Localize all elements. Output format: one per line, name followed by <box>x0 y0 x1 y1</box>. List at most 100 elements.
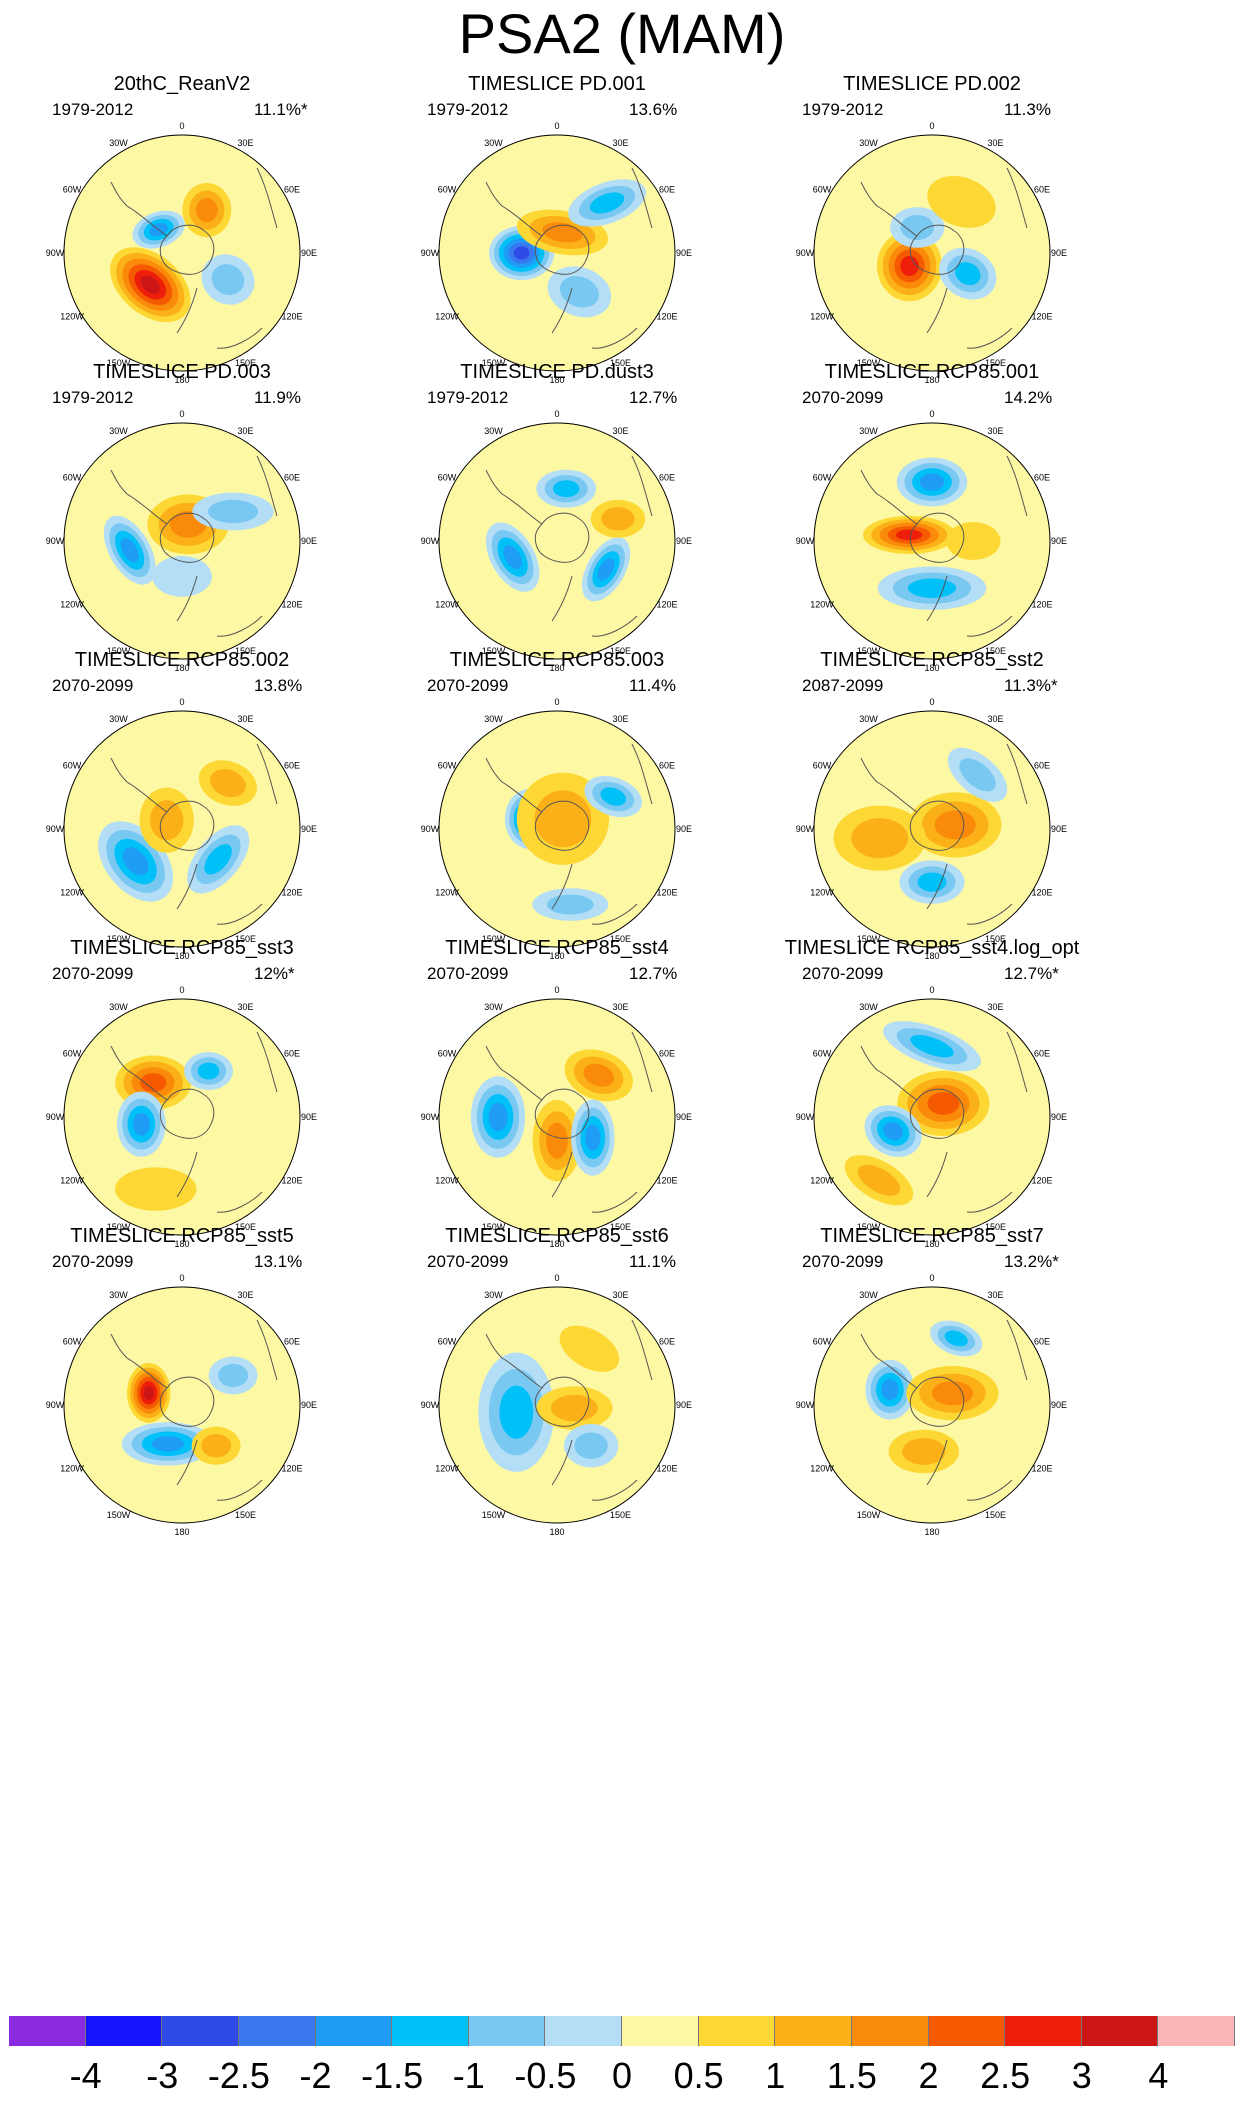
map-panel: TIMESLICE PD.001 1979-2012 13.6% 0 30E 60E 90E… <box>407 72 787 456</box>
polar-map: 0 30E 60E 90E 120E 150E 180 150W 120W 90W 60W 30W <box>46 409 317 673</box>
longitude-label: 60E <box>284 1049 300 1059</box>
map-panel: TIMESLICE PD.dust3 1979-2012 12.7% 0 30E 60E 9… <box>407 360 787 744</box>
coastline <box>110 181 215 275</box>
longitude-label: 180 <box>174 375 189 385</box>
coastline <box>860 1333 965 1427</box>
anomaly-contour <box>907 578 957 598</box>
longitude-label: 60E <box>1034 473 1050 483</box>
anomaly-contour <box>959 758 996 792</box>
anomaly-contour <box>143 1385 154 1401</box>
longitude-label: 180 <box>549 1239 564 1249</box>
longitude-label: 120W <box>435 600 459 610</box>
longitude-label: 0 <box>179 985 184 995</box>
longitude-label: 120W <box>810 1464 834 1474</box>
anomaly-contour <box>210 769 246 798</box>
longitude-label: 60E <box>284 1337 300 1347</box>
anomaly-contour <box>559 276 599 308</box>
map-panel: TIMESLICE RCP85_sst3 2070-2099 12%* 0 30E 60E… <box>32 936 412 1320</box>
panel-variance-percent: 13.6% <box>629 100 678 119</box>
longitude-label: 60E <box>1034 1049 1050 1059</box>
longitude-label: 120E <box>1031 1176 1052 1186</box>
longitude-label: 150E <box>610 646 631 656</box>
map-border <box>63 134 301 372</box>
anomaly-contour <box>132 1112 150 1136</box>
longitude-label: 120E <box>281 888 302 898</box>
longitude-label: 90W <box>421 824 440 834</box>
coastline <box>926 743 1028 925</box>
longitude-label: 120W <box>435 1176 459 1186</box>
map-border <box>813 998 1051 1236</box>
coastline <box>176 1031 278 1213</box>
colorbar-tick-label: 0.5 <box>673 2055 724 2096</box>
longitude-label: 90E <box>676 1400 692 1410</box>
coastline <box>551 743 653 925</box>
colorbar-bin <box>545 2016 622 2046</box>
anomaly-contour <box>919 473 945 491</box>
longitude-label: 30W <box>484 426 503 436</box>
polar-map: 0 30E 60E 90E 120E 150E 180 150W 120W 90W 60W 30W <box>46 697 317 961</box>
map-border <box>813 710 1051 948</box>
anomaly-contour <box>585 1124 601 1151</box>
longitude-label: 120E <box>1031 600 1052 610</box>
map-panel: TIMESLICE RCP85_sst4 2070-2099 12.7% 0 30E 60… <box>407 936 787 1320</box>
anomaly-contour <box>552 480 580 498</box>
longitude-label: 60E <box>1034 761 1050 771</box>
polar-map: 0 30E 60E 90E 120E 150E 180 150W 120W 90W 60W 30W <box>421 409 692 673</box>
colorbar-tick-label: -2.5 <box>207 2055 270 2096</box>
anomaly-contour <box>551 1394 598 1422</box>
longitude-label: 60E <box>659 185 675 195</box>
longitude-label: 30W <box>484 138 503 148</box>
longitude-label: 90E <box>1051 536 1067 546</box>
field-background <box>64 135 300 371</box>
longitude-label: 150E <box>610 358 631 368</box>
longitude-label: 30E <box>237 1290 253 1300</box>
anomaly-contour <box>139 1073 167 1093</box>
panel-years: 2070-2099 <box>52 964 134 983</box>
coastline <box>176 455 278 637</box>
longitude-label: 90E <box>676 248 692 258</box>
anomaly-contour <box>883 1122 904 1141</box>
longitude-label: 150E <box>610 1510 631 1520</box>
panel-title: TIMESLICE RCP85_sst2 <box>820 649 1044 671</box>
anomaly-contour <box>149 800 184 841</box>
longitude-label: 180 <box>924 375 939 385</box>
longitude-label: 150E <box>235 934 256 944</box>
coastline <box>860 469 965 563</box>
longitude-label: 120E <box>656 1176 677 1186</box>
longitude-label: 60W <box>63 761 82 771</box>
anomaly-contour <box>208 499 259 524</box>
panel-years: 2087-2099 <box>802 676 884 695</box>
polar-map: 0 30E 60E 90E 120E 150E 180 150W 120W 90W 60W 30W <box>796 985 1067 1249</box>
longitude-label: 0 <box>929 409 934 419</box>
anomaly-contour <box>881 1379 899 1401</box>
colorbar: -4 -3 -2.5 -2 -1.5 -1 -0.5 0 0.5 1 1.5 2 2.5 3 4 <box>9 2016 1235 2101</box>
panel-variance-percent: 12.7% <box>629 388 678 407</box>
panel-variance-percent: 13.2%* <box>1004 1252 1059 1271</box>
panel-years: 2070-2099 <box>802 1252 884 1271</box>
longitude-label: 120E <box>656 600 677 610</box>
map-panel: TIMESLICE RCP85.001 2070-2099 14.2% 0 30E 60E… <box>782 360 1162 744</box>
longitude-label: 180 <box>924 951 939 961</box>
colorbar-bin <box>1081 2016 1159 2046</box>
longitude-label: 30E <box>987 1002 1003 1012</box>
longitude-label: 90W <box>46 1400 65 1410</box>
map-border <box>63 422 301 660</box>
panel-title: TIMESLICE RCP85.003 <box>449 649 665 671</box>
panel-variance-percent: 11.3% <box>1004 100 1051 119</box>
panel-variance-percent: 11.9% <box>254 388 301 407</box>
longitude-label: 120W <box>810 312 834 322</box>
panel-title: TIMESLICE PD.003 <box>93 361 271 383</box>
colorbar-tick-label: -2 <box>299 2055 332 2096</box>
longitude-label: 180 <box>549 951 564 961</box>
longitude-label: 120W <box>810 1176 834 1186</box>
longitude-label: 30E <box>612 426 628 436</box>
longitude-label: 90W <box>796 1400 815 1410</box>
longitude-label: 60W <box>438 473 457 483</box>
panel-title: TIMESLICE RCP85_sst3 <box>70 937 294 959</box>
coastline <box>926 1031 1028 1213</box>
anomaly-contour <box>211 264 245 296</box>
coastline <box>551 167 653 349</box>
coastline <box>110 1045 215 1139</box>
longitude-label: 90W <box>421 248 440 258</box>
anomaly-contour <box>900 214 934 240</box>
